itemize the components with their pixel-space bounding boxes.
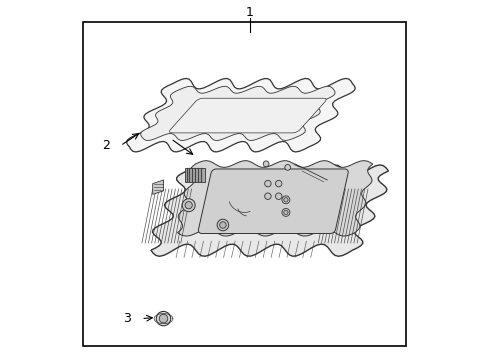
Polygon shape	[169, 98, 325, 133]
Circle shape	[159, 314, 167, 323]
Circle shape	[263, 161, 268, 167]
Text: 4: 4	[154, 127, 162, 140]
Circle shape	[282, 196, 289, 204]
Bar	[185, 168, 204, 182]
Circle shape	[275, 180, 282, 187]
Circle shape	[284, 165, 290, 170]
Circle shape	[275, 193, 282, 199]
Text: 1: 1	[245, 6, 253, 19]
Text: 2: 2	[102, 139, 110, 152]
Circle shape	[219, 222, 225, 228]
Circle shape	[156, 311, 170, 326]
Polygon shape	[141, 86, 334, 140]
Circle shape	[217, 219, 228, 231]
Circle shape	[264, 180, 270, 187]
Polygon shape	[198, 169, 347, 234]
Circle shape	[283, 198, 287, 202]
Text: 3: 3	[123, 312, 131, 325]
Polygon shape	[152, 180, 163, 194]
Circle shape	[283, 210, 287, 215]
Circle shape	[282, 208, 289, 216]
Polygon shape	[151, 165, 387, 256]
Circle shape	[182, 199, 195, 212]
Polygon shape	[126, 78, 354, 152]
Circle shape	[185, 202, 192, 209]
Circle shape	[264, 193, 270, 199]
Polygon shape	[177, 161, 372, 236]
